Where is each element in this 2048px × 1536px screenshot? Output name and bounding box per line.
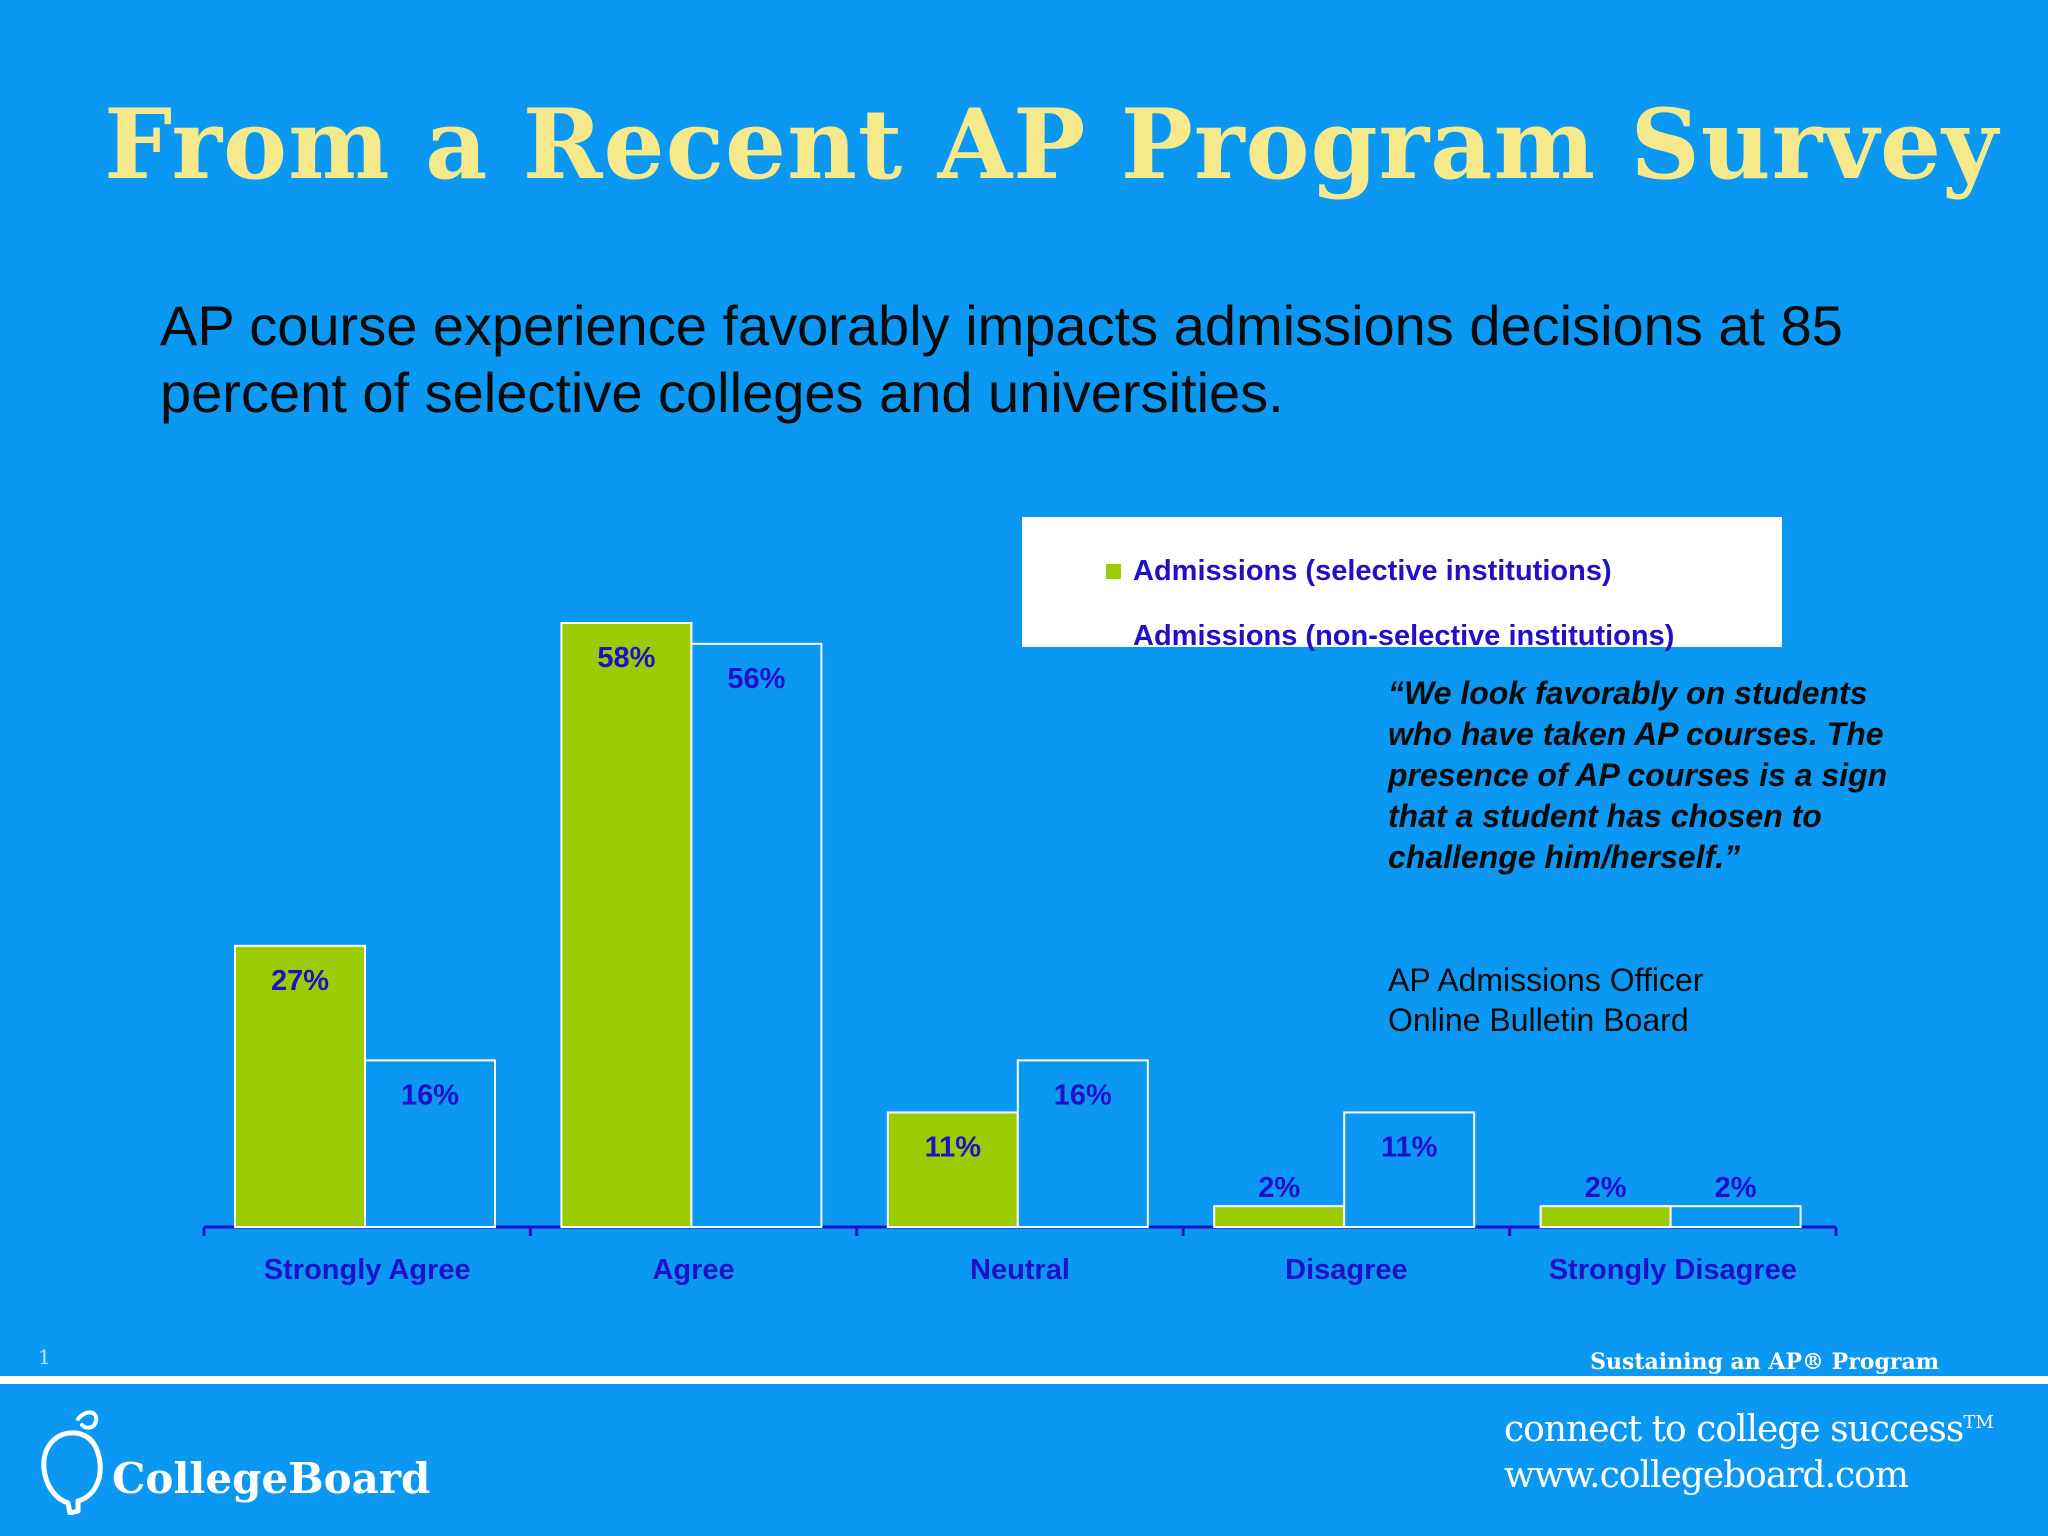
bar-non-selective [1669, 1205, 1802, 1228]
bar-selective [560, 622, 693, 1228]
bar-selective [234, 944, 366, 1228]
data-label-selective: 2% [1258, 1172, 1300, 1204]
data-label-non-selective: 56% [727, 663, 785, 695]
bar-selective [886, 1111, 1019, 1228]
bar-selective [1213, 1205, 1346, 1228]
page-number: 1 [38, 1345, 51, 1369]
slide-title: From a Recent AP Program Survey [104, 88, 1999, 201]
chart-legend: Admissions (selective institutions) Admi… [1022, 517, 1782, 652]
legend-swatch-non-selective [1106, 628, 1121, 644]
attribution-source: Online Bulletin Board [1388, 1002, 1689, 1038]
legend-label-non-selective: Admissions (non-selective institutions) [1133, 619, 1675, 652]
acorn-logo-icon [41, 1410, 103, 1515]
category-label: Disagree [1285, 1254, 1408, 1286]
bar-chart: 27% 16% Strongly Agree 58% 56% Agree 11% 16% Neu… [202, 622, 1838, 1286]
data-label-selective: 2% [1585, 1172, 1627, 1204]
bar-non-selective [1016, 1059, 1149, 1228]
data-label-selective: 58% [597, 642, 655, 674]
quote-attribution: AP Admissions Officer Online Bulletin Bo… [1388, 960, 1908, 1040]
footer-tagline: connect to college successTM [1504, 1409, 1994, 1450]
legend-swatch-selective [1106, 563, 1121, 579]
program-tag: Sustaining an AP® Program [1590, 1349, 1939, 1375]
data-label-selective: 27% [271, 965, 329, 997]
category-label: Neutral [970, 1254, 1070, 1286]
bar-selective [1539, 1205, 1672, 1228]
legend-entry-selective: Admissions (selective institutions) [1106, 551, 1612, 591]
admissions-quote: “We look favorably on students who have … [1388, 675, 1888, 875]
collegeboard-logo: CollegeBoard [38, 1405, 430, 1515]
bar-non-selective [1343, 1111, 1476, 1228]
footer-divider [0, 1376, 2048, 1384]
slide-subtitle: AP course experience favorably impacts a… [160, 294, 1843, 424]
footer-band [0, 1384, 2048, 1536]
legend-entry-non-selective: Admissions (non-selective institutions) [1106, 616, 1674, 656]
trademark-mark: TM [1963, 1412, 1994, 1433]
data-label-non-selective: 11% [1381, 1131, 1438, 1163]
data-label-non-selective: 16% [1054, 1079, 1112, 1111]
logo-wordmark: CollegeBoard [112, 1454, 431, 1503]
tagline-text: connect to college success [1504, 1409, 1964, 1450]
category-label: Agree [652, 1254, 734, 1286]
website-link[interactable]: www.collegeboard.com [1504, 1455, 1909, 1496]
data-label-non-selective: 2% [1715, 1172, 1757, 1204]
category-label: Strongly Disagree [1549, 1254, 1797, 1286]
category-label: Strongly Agree [264, 1254, 471, 1286]
bar-non-selective [690, 642, 823, 1228]
attribution-role: AP Admissions Officer [1388, 962, 1704, 998]
legend-label-selective: Admissions (selective institutions) [1133, 554, 1612, 587]
data-label-selective: 11% [925, 1131, 982, 1163]
bar-non-selective [364, 1059, 496, 1228]
data-label-non-selective: 16% [401, 1079, 459, 1111]
